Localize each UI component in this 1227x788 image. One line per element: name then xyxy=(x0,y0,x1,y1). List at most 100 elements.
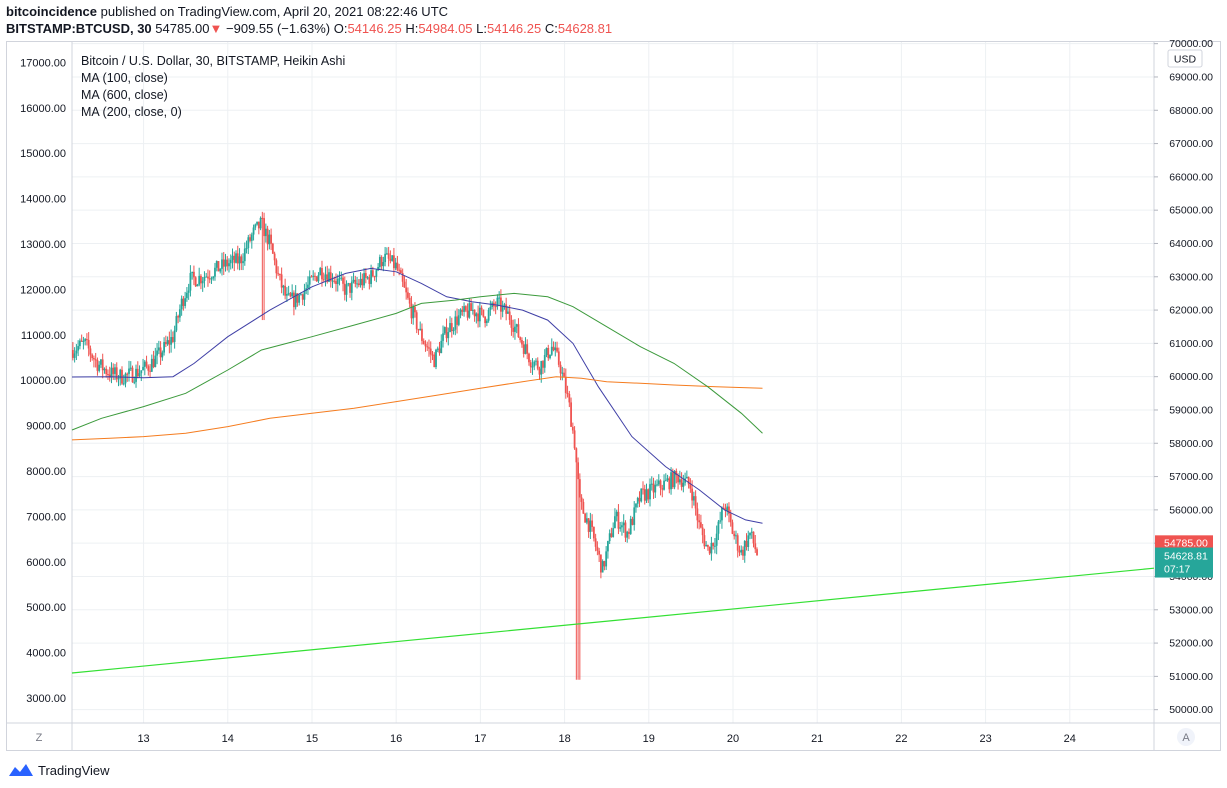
candle-body xyxy=(252,227,255,235)
candle-body xyxy=(392,255,395,269)
candle-body xyxy=(110,367,113,378)
candle-body xyxy=(629,518,632,534)
legend-ma600[interactable]: MA (600, close) xyxy=(81,88,168,102)
candle-body xyxy=(238,256,241,264)
candle-body xyxy=(75,350,78,354)
candle-body xyxy=(680,479,683,487)
candle-body xyxy=(254,224,257,228)
candle-body xyxy=(152,358,155,368)
left-tick-label: 14000.00 xyxy=(20,194,66,206)
candle-body xyxy=(443,327,446,334)
candle-body xyxy=(150,358,153,372)
candle-body xyxy=(728,506,730,514)
tradingview-brand[interactable]: TradingView xyxy=(8,762,110,778)
left-tick-label: 12000.00 xyxy=(20,284,66,296)
candle-body xyxy=(584,513,587,523)
candle-body xyxy=(82,340,85,342)
candle-body xyxy=(278,273,281,275)
candle-body xyxy=(640,488,643,502)
candle-body xyxy=(345,284,348,295)
candle-body xyxy=(699,522,702,528)
candle-body xyxy=(515,324,518,327)
candle-body xyxy=(242,261,244,264)
candle-body xyxy=(533,361,536,367)
candle-body xyxy=(710,542,713,554)
publisher-name[interactable]: bitcoincidence xyxy=(6,4,98,19)
candle-body xyxy=(428,347,430,349)
candle-body xyxy=(377,266,380,271)
candle-body xyxy=(352,279,355,282)
candle-body xyxy=(522,344,525,354)
right-tick-label: 61000.00 xyxy=(1169,338,1213,350)
candle-body xyxy=(186,292,188,299)
candle-body xyxy=(564,376,567,393)
legend-title[interactable]: Bitcoin / U.S. Dollar, 30, BITSTAMP, Hei… xyxy=(81,54,346,68)
candle-body xyxy=(414,307,416,313)
candle-body xyxy=(457,315,460,325)
candle-body xyxy=(196,284,199,287)
candle-body xyxy=(375,270,378,277)
candle-body xyxy=(236,253,239,264)
candle-body xyxy=(591,520,594,527)
candle-body xyxy=(592,526,595,539)
candle-body xyxy=(280,274,283,288)
candle-body xyxy=(459,309,462,316)
close-value: 54628.81 xyxy=(557,21,613,36)
candle-body xyxy=(543,355,546,368)
time-tick-label: 21 xyxy=(811,733,823,745)
ma-line xyxy=(71,376,763,441)
candle-body xyxy=(654,484,657,493)
auto-scale-right-button[interactable]: A xyxy=(1182,732,1190,744)
candle-body xyxy=(722,507,725,509)
candle-body xyxy=(510,319,513,328)
candle-body xyxy=(733,533,736,537)
candle-body xyxy=(415,312,418,330)
candle-body xyxy=(473,309,476,317)
candle-body xyxy=(433,354,436,368)
candle-body xyxy=(336,278,339,285)
candle-body xyxy=(610,533,613,537)
candle-body xyxy=(547,347,550,359)
candle-body xyxy=(719,520,722,522)
candle-body xyxy=(231,255,234,260)
candle-body xyxy=(643,489,646,501)
candle-body xyxy=(77,346,80,351)
candle-body xyxy=(361,278,364,286)
current-price-tag xyxy=(1155,547,1213,578)
candle-body xyxy=(387,253,390,259)
candle-body xyxy=(480,307,483,310)
left-tick-label: 8000.00 xyxy=(26,466,66,478)
chart-legend: Bitcoin / U.S. Dollar, 30, BITSTAMP, Hei… xyxy=(81,53,345,121)
low-label: L: xyxy=(476,21,488,36)
legend-ma200[interactable]: MA (200, close, 0) xyxy=(81,105,182,119)
candle-body xyxy=(396,262,399,270)
auto-scale-right-bg xyxy=(1177,728,1195,746)
candle-body xyxy=(412,307,415,319)
candle-body xyxy=(328,272,330,282)
right-tick-label: 64000.00 xyxy=(1169,238,1213,250)
candle-body xyxy=(391,255,394,261)
candle-body xyxy=(364,273,367,278)
candle-body xyxy=(135,368,137,382)
candle-body xyxy=(478,307,481,322)
candle-body xyxy=(624,522,627,538)
candle-body xyxy=(321,268,323,280)
candle-body xyxy=(256,221,258,225)
candle-body xyxy=(507,311,509,314)
legend-ma100[interactable]: MA (100, close) xyxy=(81,71,168,85)
candle-body xyxy=(717,521,720,534)
candle-body xyxy=(385,253,388,255)
candle-body xyxy=(487,309,490,321)
candle-body xyxy=(289,293,292,297)
candle-body xyxy=(566,392,569,395)
candle-body xyxy=(193,271,195,278)
candle-body xyxy=(410,303,413,319)
candle-body xyxy=(599,554,602,573)
candle-body xyxy=(554,347,557,351)
candle-body xyxy=(736,535,739,551)
candle-body xyxy=(303,290,306,300)
symbol-info: BITSTAMP:BTCUSD, 30 54785.00▼ −909.55 (−… xyxy=(6,21,612,36)
candle-body xyxy=(494,306,497,308)
auto-scale-left-button[interactable]: Z xyxy=(36,732,43,744)
